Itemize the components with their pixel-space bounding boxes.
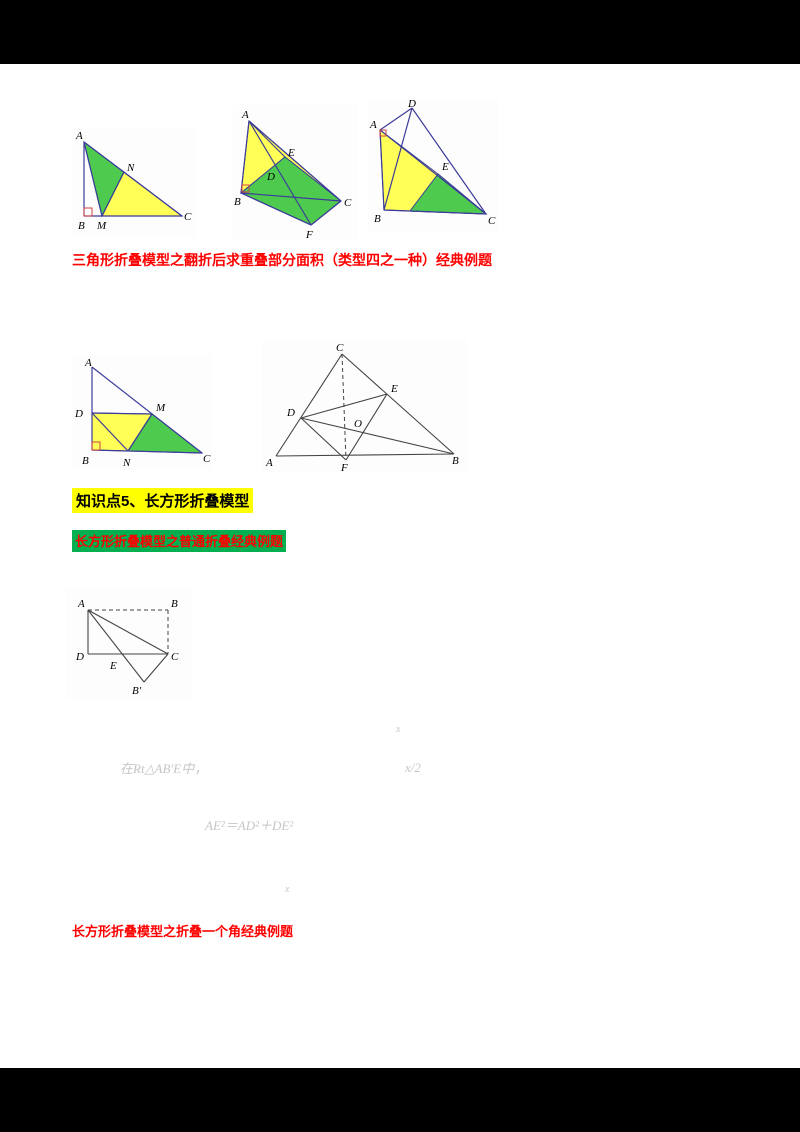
label-E: E <box>441 161 449 173</box>
label-E: E <box>287 147 295 159</box>
label-A: A <box>75 130 83 142</box>
figure-triangle-fold-3: D A B C E <box>368 98 498 233</box>
figure-dashed-lines <box>88 609 169 654</box>
section-title-rect-fold: 长方形折叠模型之普通折叠经典例题 <box>75 534 284 549</box>
label-C: C <box>344 197 352 209</box>
label-D: D <box>266 171 275 183</box>
label-B: B <box>78 220 85 232</box>
section-title-rect-fold-wrap: 长方形折叠模型之普通折叠经典例题 <box>72 530 287 552</box>
section-title-rect-fold-corner: 长方形折叠模型之折叠一个角经典例题 <box>72 924 294 939</box>
label-D: D <box>286 407 295 419</box>
solution-fragment: AE²＝AD²＋DE² <box>205 818 294 833</box>
label-N: N <box>126 162 135 174</box>
label-E: E <box>109 660 117 672</box>
dashed-cevian <box>341 353 347 461</box>
figure-lines <box>83 141 183 217</box>
figure-triangle-midpoints: C E D O A F B <box>262 340 467 472</box>
section-title-triangle-fold: 三角形折叠模型之翻折后求重叠部分面积（类型四之一种）经典例题 <box>72 252 492 268</box>
label-E: E <box>390 383 398 395</box>
label-F: F <box>340 462 348 472</box>
label-A: A <box>84 357 92 369</box>
label-A: A <box>265 457 273 469</box>
label-C: C <box>203 453 211 465</box>
label-M: M <box>155 402 166 414</box>
figure-triangle-fold-4: A D B N C M <box>72 355 212 470</box>
label-A: A <box>77 598 85 610</box>
solution-fragment: 在Rt△AB′E中， <box>120 761 208 776</box>
green-highlight: 长方形折叠模型之普通折叠经典例题 <box>72 530 287 552</box>
figure-lines <box>275 353 455 461</box>
label-D: D <box>75 651 84 663</box>
label-A: A <box>369 119 377 131</box>
solution-fragment: x/2 <box>405 760 421 775</box>
right-angle-marker <box>241 184 250 193</box>
right-angle-marker <box>91 441 101 451</box>
figure-lines <box>240 120 342 226</box>
figure-rectangle-fold: A B D E C B′ <box>66 588 191 698</box>
label-D: D <box>74 408 83 420</box>
label-B: B <box>452 455 459 467</box>
solution-fragment: x <box>396 724 401 735</box>
label-O: O <box>354 418 362 430</box>
label-B-prime: B′ <box>132 685 142 697</box>
label-M: M <box>96 220 107 232</box>
label-A: A <box>241 109 249 121</box>
right-angle-marker <box>83 207 93 217</box>
label-C: C <box>336 342 344 354</box>
label-B: B <box>234 196 241 208</box>
label-B: B <box>82 455 89 467</box>
label-F: F <box>305 229 313 240</box>
label-D: D <box>407 98 416 110</box>
figure-triangle-fold-1: A B M C N <box>72 128 197 238</box>
label-B: B <box>171 598 178 610</box>
right-angle-marker <box>379 129 387 137</box>
label-C: C <box>488 215 496 227</box>
figure-lines <box>91 366 203 454</box>
label-C: C <box>184 211 192 223</box>
figure-triangle-fold-2: A B C D E F <box>233 105 358 240</box>
figure-lines <box>87 609 169 683</box>
knowledge-point-5-heading-wrap: 知识点5、长方形折叠模型 <box>72 488 254 513</box>
knowledge-point-5-heading: 知识点5、长方形折叠模型 <box>72 488 254 513</box>
solution-fragment: x <box>285 884 290 895</box>
figure-lines <box>379 107 487 215</box>
label-B: B <box>374 213 381 225</box>
label-N: N <box>122 457 131 469</box>
label-C: C <box>171 651 179 663</box>
document-page: A B M C N A B C D E F <box>0 64 800 1068</box>
